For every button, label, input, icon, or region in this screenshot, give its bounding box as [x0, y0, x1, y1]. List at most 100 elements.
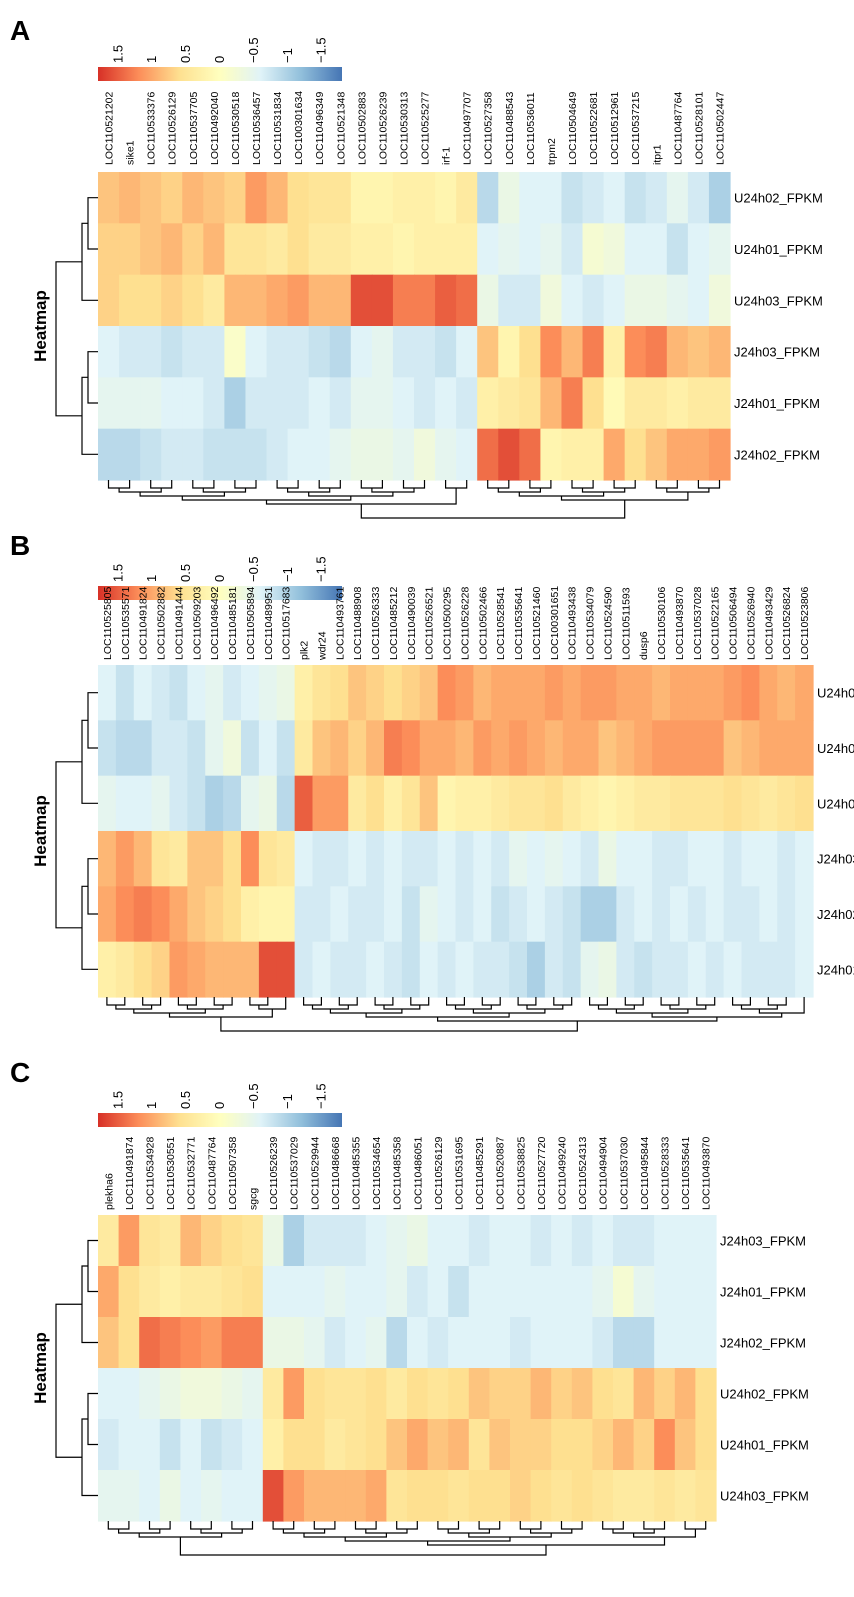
heatmap-cell — [366, 665, 385, 721]
heatmap-cell — [151, 720, 171, 777]
heatmap-cell — [645, 274, 668, 327]
heatmap-cell — [633, 1266, 655, 1318]
heatmap-cell — [407, 1266, 429, 1318]
heatmap-cell — [312, 775, 331, 832]
column-label: plk2 — [299, 641, 311, 660]
heatmap-cell — [624, 326, 647, 378]
heatmap-cell — [741, 775, 760, 832]
heatmap-cell — [456, 326, 478, 378]
heatmap-cell — [580, 941, 600, 998]
heatmap-cell — [119, 223, 141, 276]
heatmap-cell — [616, 886, 635, 943]
heatmap-cell — [187, 720, 206, 777]
heatmap-title: Heatmap — [31, 1332, 50, 1404]
heatmap-cell — [419, 886, 439, 943]
column-label: LOC110493761 — [334, 586, 346, 660]
heatmap-cell — [294, 665, 314, 721]
heatmap-cell — [695, 1368, 717, 1420]
heatmap-cell — [348, 775, 367, 832]
heatmap-cell — [613, 1317, 635, 1369]
column-label: LOC110488543 — [504, 91, 516, 165]
heatmap-cell — [473, 886, 492, 943]
heatmap-cell — [324, 1317, 346, 1369]
heatmap-cell — [224, 326, 247, 378]
heatmap-cell — [133, 941, 153, 998]
heatmap-title: Heatmap — [31, 290, 50, 362]
heatmap-cell — [266, 274, 289, 327]
heatmap-cell — [386, 1368, 408, 1420]
heatmap-cell — [519, 274, 541, 327]
heatmap-cell — [624, 274, 647, 327]
heatmap-cell — [491, 831, 510, 887]
heatmap-cell — [580, 831, 600, 887]
heatmap-cell — [530, 1419, 552, 1471]
heatmap-cell — [645, 172, 668, 224]
column-label: LOC110526129 — [433, 1136, 445, 1210]
heatmap-cell — [687, 326, 710, 378]
heatmap-cell — [201, 1368, 223, 1420]
heatmap-cell — [329, 274, 352, 327]
heatmap-cell — [365, 1419, 387, 1471]
heatmap-cell — [437, 720, 457, 777]
heatmap-cell — [473, 720, 492, 777]
heatmap-cell — [151, 886, 171, 943]
heatmap-cell — [371, 428, 394, 481]
heatmap-cell — [498, 274, 520, 327]
heatmap-cell — [98, 775, 117, 832]
heatmap-cell — [245, 377, 268, 430]
heatmap-cell — [262, 1266, 284, 1318]
heatmap-cell — [242, 1215, 264, 1267]
heatmap-cell — [205, 665, 224, 721]
column-label: irf-1 — [441, 147, 453, 165]
heatmap-cell — [350, 274, 373, 327]
heatmap-cell — [294, 831, 314, 887]
heatmap-cell — [139, 1317, 161, 1369]
heatmap-cell — [435, 326, 457, 378]
column-label: LOC110496492 — [209, 586, 221, 660]
column-label: LOC110534079 — [585, 586, 597, 660]
heatmap-cell — [283, 1419, 305, 1471]
heatmap-cell — [561, 428, 584, 481]
heatmap-cell — [705, 886, 725, 943]
heatmap-cell — [527, 720, 546, 777]
heatmap-cell — [723, 775, 743, 832]
row-label: J24h01_FPKM — [817, 962, 854, 977]
heatmap-cell — [401, 831, 421, 887]
column-label: LOC110523806 — [799, 586, 811, 660]
heatmap-cell — [308, 428, 331, 481]
heatmap-cell — [419, 775, 439, 832]
heatmap-cell — [468, 1419, 490, 1471]
heatmap-cell — [582, 326, 605, 378]
heatmap-cell — [371, 172, 394, 224]
column-label: LOC110529944 — [309, 1136, 321, 1210]
heatmap-cell — [262, 1368, 284, 1420]
heatmap-cell — [182, 326, 204, 378]
column-label: LOC110524590 — [602, 586, 614, 660]
heatmap-cell — [266, 223, 289, 276]
heatmap-cell — [223, 941, 242, 998]
heatmap-cell — [182, 172, 204, 224]
heatmap-cell — [455, 775, 474, 832]
column-label: LOC110487764 — [672, 91, 684, 165]
heatmap-cell — [674, 1317, 696, 1369]
heatmap-cell — [366, 886, 385, 943]
heatmap-cell — [203, 326, 225, 378]
heatmap-cell — [283, 1266, 305, 1318]
color-key-tick: −0.5 — [246, 37, 261, 63]
column-label: LOC110502882 — [156, 586, 168, 660]
column-label: LOC110522681 — [588, 91, 600, 165]
heatmap-cell — [384, 941, 403, 998]
heatmap-cell — [582, 428, 605, 481]
heatmap-cell — [245, 326, 268, 378]
heatmap-cell — [401, 775, 421, 832]
heatmap-cell — [674, 1419, 696, 1471]
heatmap-cell — [477, 223, 499, 276]
panel-letter-b: B — [10, 530, 30, 561]
column-label: LOC110490039 — [406, 586, 418, 660]
heatmap-cell — [161, 172, 183, 224]
heatmap-cell — [448, 1419, 470, 1471]
heatmap-cell — [365, 1215, 387, 1267]
heatmap-cell — [561, 326, 584, 378]
heatmap-cell — [419, 941, 439, 998]
